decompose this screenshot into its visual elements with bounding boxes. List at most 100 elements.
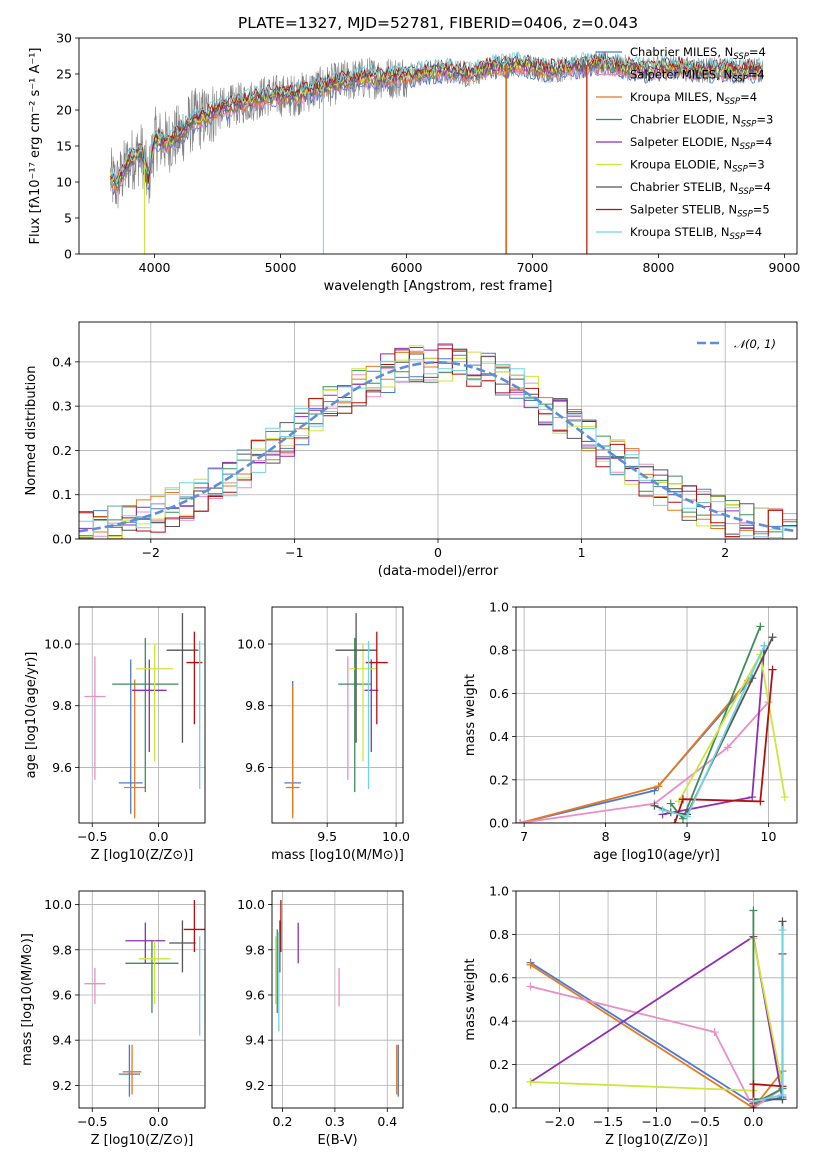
- x-axis-label: mass [log10(M/M⊙)]: [271, 848, 404, 863]
- plus-marker: [526, 982, 535, 991]
- plus-marker: [749, 1097, 758, 1106]
- legend-label: Kroupa MILES, NSSP=4: [630, 90, 757, 107]
- mass-weight-line-salpeter-stelib: [673, 669, 774, 823]
- x-tick-label: 0: [434, 545, 442, 560]
- x-tick-label: 10: [761, 829, 777, 844]
- model-line-salpeter-elodie: [110, 58, 763, 183]
- plus-marker: [768, 633, 777, 642]
- axes-frame: [271, 606, 404, 824]
- y-axis-label: mass [log10(M/M⊙)]: [20, 933, 35, 1066]
- plus-marker: [683, 812, 692, 821]
- x-tick-label: 0.0: [149, 829, 169, 844]
- legend-label-text: Chabrier MILES, N: [630, 45, 733, 59]
- y-tick-label: 9.2: [245, 1078, 265, 1093]
- legend-label-sub: SSP: [733, 52, 749, 62]
- x-tick-label: −1: [285, 545, 303, 560]
- legend-label: Salpeter MILES, NSSP=4: [630, 68, 765, 85]
- x-tick-label: 0.4: [377, 1114, 397, 1129]
- x-axis-label: Z [log10(Z/Z⊙)]: [91, 848, 194, 863]
- y-axis-label: mass weight: [463, 958, 478, 1040]
- y-tick-label: 0.6: [489, 686, 509, 701]
- mass-weight-vs-z-panel: −2.0 −1.5 −1.0 −0.5 0.0 0.0 0.2 0.4 0.6 0.8 1.0 Z […: [463, 884, 798, 1148]
- legend-label: Salpeter STELIB, NSSP=5: [630, 203, 770, 220]
- y-tick-label: 25: [56, 67, 72, 82]
- y-axis-label: mass weight: [463, 674, 478, 756]
- y-tick-label: 10: [56, 175, 72, 190]
- legend-label-text: Kroupa MILES, N: [630, 90, 725, 104]
- y-tick-label: 0.2: [489, 1057, 509, 1072]
- legend-label-sub: SSP: [741, 120, 757, 130]
- y-tick-label: 15: [56, 139, 72, 154]
- y-tick-label: 9.4: [52, 1033, 72, 1048]
- legend-label-text: Kroupa ELODIE, N: [630, 158, 732, 172]
- axes-frame: [78, 890, 206, 1109]
- y-tick-label: 10.0: [44, 897, 72, 912]
- legend-label: 𝒩(0, 1): [734, 337, 776, 351]
- y-tick-label: 9.8: [52, 942, 72, 957]
- y-axis-label: Flux [fλ10⁻¹⁷ erg cm⁻² s⁻¹ A⁻¹]: [28, 48, 43, 245]
- y-tick-label: 20: [56, 103, 72, 118]
- normal-reference-curve: [79, 360, 797, 533]
- legend-label: Chabrier STELIB, NSSP=4: [630, 180, 771, 197]
- y-tick-label: 9.8: [245, 698, 265, 713]
- figure-title: PLATE=1327, MJD=52781, FIBERID=0406, z=0…: [238, 14, 638, 32]
- x-tick-label: −0.5: [690, 1114, 720, 1129]
- legend-label-tail: =3: [756, 113, 773, 127]
- model-line-kroupa-stelib: [110, 51, 763, 185]
- y-axis-label: Normed distribution: [24, 366, 39, 496]
- plus-marker: [778, 1090, 787, 1099]
- y-axis-label: age [log10(age/yr)]: [24, 652, 39, 779]
- legend-label: Chabrier ELODIE, NSSP=3: [630, 113, 773, 130]
- x-tick-label: 0.0: [743, 1114, 763, 1129]
- legend-label-sub: SSP: [737, 210, 753, 220]
- y-tick-label: 0.6: [489, 970, 509, 985]
- legend-label-tail: =3: [748, 158, 765, 172]
- x-tick-label: −1.0: [641, 1114, 671, 1129]
- x-tick-label: 10.0: [382, 829, 410, 844]
- legend-label-sub: SSP: [738, 187, 754, 197]
- x-tick-label: 6000: [391, 260, 423, 275]
- x-tick-label: −2.0: [544, 1114, 574, 1129]
- plus-marker: [678, 795, 687, 804]
- legend-label-tail: =4: [754, 180, 771, 194]
- plot-area: [272, 607, 403, 823]
- y-tick-label: 1.0: [489, 600, 509, 615]
- x-tick-label: 9: [683, 829, 691, 844]
- plus-marker: [723, 743, 732, 752]
- legend-label-text: Salpeter ELODIE, N: [630, 135, 740, 149]
- mass-vs-ebv-panel: 0.2 0.3 0.4 9.2 9.4 9.6 9.8 10.0 E(B-V): [237, 890, 404, 1148]
- legend-label-tail: =4: [745, 225, 762, 239]
- y-tick-label: 9.4: [245, 1033, 265, 1048]
- y-tick-label: 0.4: [489, 1014, 509, 1029]
- legend-label-tail: =4: [740, 90, 757, 104]
- x-tick-label: 7: [520, 829, 528, 844]
- mass-weight-line-kroupa-elodie: [678, 651, 786, 802]
- plot-area: [79, 322, 797, 539]
- x-tick-label: 2: [721, 545, 729, 560]
- legend-label-sub: SSP: [740, 142, 756, 152]
- axes-frame: [78, 606, 206, 824]
- legend-label-tail: =5: [753, 203, 770, 217]
- plot-area: [272, 891, 403, 1108]
- y-tick-label: 0.8: [489, 643, 509, 658]
- plus-marker: [780, 793, 789, 802]
- x-axis-label: Z [log10(Z/Z⊙)]: [605, 1133, 708, 1148]
- mass-weight-line-salpeter-stelib: [752, 953, 784, 1108]
- age-vs-z-panel: −0.5 0.0 9.6 9.8 10.0 Z [log10(Z/Z⊙)] age [log…: [24, 606, 206, 863]
- axes-frame: [515, 606, 798, 824]
- y-tick-label: 30: [56, 31, 72, 46]
- y-tick-label: 9.8: [52, 698, 72, 713]
- mass-vs-z-panel: −0.5 0.0 9.2 9.4 9.6 9.8 10.0 Z [log10(Z/Z⊙)] ma…: [20, 890, 206, 1148]
- plot-area: [110, 50, 763, 254]
- plus-marker: [756, 797, 765, 806]
- plus-marker: [778, 917, 787, 926]
- legend-label-text: Kroupa STELIB, N: [630, 225, 730, 239]
- x-tick-label: 9000: [768, 260, 800, 275]
- legend-label-text: Chabrier ELODIE, N: [630, 113, 741, 127]
- plus-marker: [760, 641, 769, 650]
- plus-marker: [768, 665, 777, 674]
- model-line-chabrier-stelib: [110, 53, 763, 186]
- legend-label-sub: SSP: [732, 165, 748, 175]
- y-tick-label: 0.0: [52, 532, 72, 547]
